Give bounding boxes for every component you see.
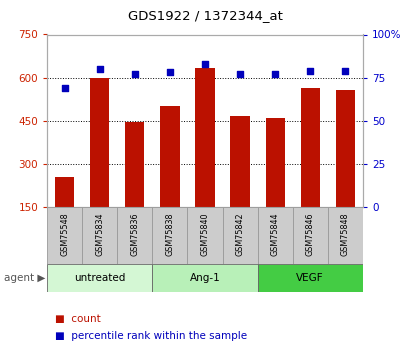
Bar <box>265 118 284 207</box>
Bar <box>117 207 152 264</box>
Point <box>271 71 278 77</box>
Bar <box>300 88 319 207</box>
Bar <box>292 207 327 264</box>
Bar <box>47 264 152 292</box>
Text: VEGF: VEGF <box>296 273 323 283</box>
Bar <box>222 207 257 264</box>
Bar <box>195 68 214 207</box>
Text: GDS1922 / 1372344_at: GDS1922 / 1372344_at <box>127 9 282 22</box>
Bar <box>55 177 74 207</box>
Text: GSM75548: GSM75548 <box>60 213 69 256</box>
Bar <box>257 207 292 264</box>
Point <box>341 68 348 73</box>
Point <box>96 66 103 72</box>
Bar <box>90 78 109 207</box>
Point <box>166 70 173 75</box>
Text: Ang-1: Ang-1 <box>189 273 220 283</box>
Bar <box>82 207 117 264</box>
Text: GSM75848: GSM75848 <box>340 213 349 256</box>
Bar <box>125 122 144 207</box>
Text: GSM75834: GSM75834 <box>95 213 104 256</box>
Text: GSM75842: GSM75842 <box>235 213 244 256</box>
Text: agent ▶: agent ▶ <box>4 273 45 283</box>
Text: GSM75838: GSM75838 <box>165 213 174 256</box>
Bar <box>187 207 222 264</box>
Bar <box>152 207 187 264</box>
Bar <box>327 207 362 264</box>
Bar <box>47 207 82 264</box>
Text: GSM75836: GSM75836 <box>130 213 139 256</box>
Text: GSM75846: GSM75846 <box>305 213 314 256</box>
Point <box>306 68 313 73</box>
Text: GSM75840: GSM75840 <box>200 213 209 256</box>
Bar <box>257 264 362 292</box>
Point <box>201 61 208 67</box>
Text: untreated: untreated <box>74 273 125 283</box>
Point <box>131 71 138 77</box>
Bar <box>152 264 257 292</box>
Bar <box>335 90 354 207</box>
Bar <box>230 116 249 207</box>
Text: ■  count: ■ count <box>55 314 101 324</box>
Text: GSM75844: GSM75844 <box>270 213 279 256</box>
Bar <box>160 106 179 207</box>
Point <box>236 71 243 77</box>
Point <box>61 85 68 91</box>
Text: ■  percentile rank within the sample: ■ percentile rank within the sample <box>55 332 247 341</box>
